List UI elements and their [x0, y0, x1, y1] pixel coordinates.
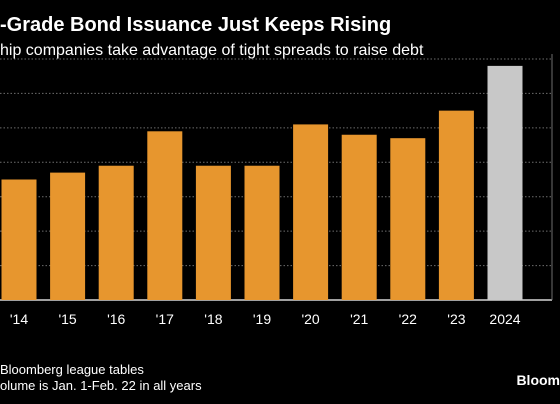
- bar-14: [1, 179, 37, 300]
- x-tick-label: '19: [253, 311, 271, 327]
- bar-15: [50, 172, 86, 300]
- bar-2024: [487, 65, 523, 300]
- x-tick-label: '16: [107, 311, 125, 327]
- bar-21: [341, 134, 377, 300]
- x-tick-label: 2024: [489, 311, 520, 327]
- source-note: Bloomberg league tables: [0, 362, 144, 377]
- bar-16: [98, 165, 134, 300]
- x-tick-label: '18: [204, 311, 222, 327]
- footnote: olume is Jan. 1-Feb. 22 in all years: [0, 378, 202, 393]
- bloomberg-logo-text: Bloom: [516, 372, 560, 388]
- bar-23: [438, 110, 474, 301]
- chart-subtitle: hip companies take advantage of tight sp…: [0, 42, 424, 59]
- x-tick-label: '17: [156, 311, 174, 327]
- x-tick-label: '21: [350, 311, 368, 327]
- bar-22: [390, 138, 426, 300]
- bar-17: [147, 131, 183, 300]
- bar-20: [293, 124, 329, 301]
- bar-18: [195, 165, 231, 300]
- x-tick-label: '15: [58, 311, 76, 327]
- bar-19: [244, 165, 280, 300]
- x-tick-label: '20: [301, 311, 319, 327]
- x-tick-label: '22: [399, 311, 417, 327]
- x-tick-label: '23: [447, 311, 465, 327]
- x-tick-label: '14: [10, 311, 28, 327]
- chart-title: -Grade Bond Issuance Just Keeps Rising: [0, 14, 392, 36]
